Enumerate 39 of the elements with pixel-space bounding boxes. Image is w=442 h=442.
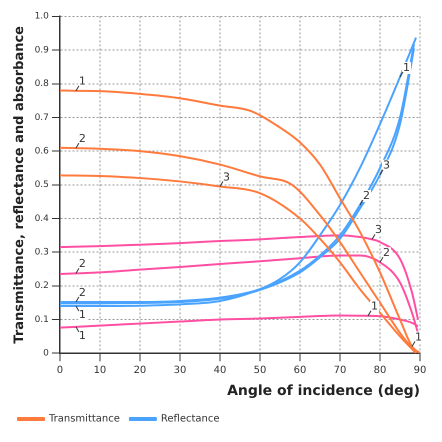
annotation: 1 (415, 330, 422, 344)
y-tick-label: 1.0 (34, 12, 50, 22)
x-tick-label: 90 (414, 364, 426, 376)
annotation: 3 (382, 158, 390, 172)
x-tick-label: 0 (56, 364, 64, 376)
x-tick-label: 60 (294, 364, 306, 376)
x-tick-label: 80 (374, 364, 386, 376)
annotation: 1 (370, 300, 378, 313)
x-tick-label: 40 (214, 364, 226, 376)
y-tick-label: 0.6 (34, 146, 50, 156)
x-tick-label: 30 (174, 364, 186, 376)
annotation: 2 (78, 132, 86, 145)
annotation: 2 (78, 257, 86, 270)
x-tick-label: 70 (334, 364, 346, 376)
y-tick-label: 0.7 (34, 112, 49, 123)
y-tick-label: 0.5 (34, 180, 49, 190)
legend-label: Transmittance (48, 414, 120, 425)
y-tick-label: 0.1 (34, 314, 49, 325)
x-tick-label: 50 (254, 364, 266, 376)
annotation: 1 (402, 60, 410, 74)
annotation: 1 (78, 74, 86, 88)
y-tick-label: 0.2 (34, 281, 49, 292)
y-tick-label: 0 (43, 348, 50, 359)
x-tick-label: 20 (134, 364, 146, 376)
annotation: 2 (382, 246, 390, 260)
annotation: 2 (362, 188, 370, 202)
legend-label: Reflectance (160, 414, 220, 425)
annotation: 3 (222, 170, 230, 184)
x-tick-label: 10 (94, 364, 106, 376)
y-tick-label: 0.3 (34, 248, 49, 258)
y-tick-label: 0.9 (34, 45, 50, 56)
annotation: 1 (78, 308, 86, 321)
y-tick-label: 0.4 (34, 214, 50, 224)
y-axis-title: Transmittance, reflectance and absorbance (12, 26, 28, 344)
x-axis-title: Angle of incidence (deg) (227, 383, 420, 400)
annotation: 1 (78, 328, 86, 342)
y-tick-label: 0.8 (34, 79, 50, 90)
annotation: 3 (374, 223, 382, 236)
annotation: 2 (78, 286, 86, 299)
